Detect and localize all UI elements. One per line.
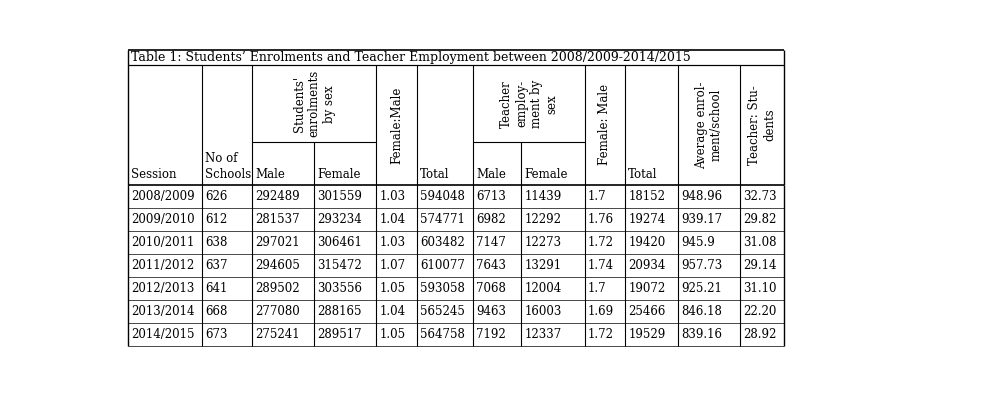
- Text: 1.7: 1.7: [588, 282, 607, 295]
- Text: 281537: 281537: [256, 213, 300, 226]
- Text: 673: 673: [205, 328, 228, 341]
- Text: 637: 637: [205, 259, 228, 272]
- Text: 29.14: 29.14: [743, 259, 777, 272]
- Text: 1.03: 1.03: [379, 190, 405, 203]
- Text: 6713: 6713: [476, 190, 506, 203]
- Text: Male: Male: [256, 169, 285, 181]
- Text: 13291: 13291: [525, 259, 562, 272]
- Text: 31.10: 31.10: [743, 282, 777, 295]
- Text: 925.21: 925.21: [681, 282, 722, 295]
- Text: 2013/2014: 2013/2014: [131, 305, 195, 318]
- Text: 2010/2011: 2010/2011: [131, 236, 195, 249]
- Text: 564758: 564758: [419, 328, 465, 341]
- Text: 1.05: 1.05: [379, 328, 405, 341]
- Text: 945.9: 945.9: [681, 236, 715, 249]
- Text: Students'
enrolments
by sex: Students' enrolments by sex: [293, 70, 336, 137]
- Text: 297021: 297021: [256, 236, 300, 249]
- Text: 12273: 12273: [525, 236, 562, 249]
- Text: 7192: 7192: [476, 328, 506, 341]
- Text: 306461: 306461: [318, 236, 363, 249]
- Text: 294605: 294605: [256, 259, 301, 272]
- Text: Table 1: Students’ Enrolments and Teacher Employment between 2008/2009-2014/2015: Table 1: Students’ Enrolments and Teache…: [131, 51, 691, 64]
- Text: Female: Male: Female: Male: [599, 84, 612, 166]
- Text: 1.03: 1.03: [379, 236, 405, 249]
- Text: 603482: 603482: [419, 236, 464, 249]
- Text: 301559: 301559: [318, 190, 363, 203]
- Text: Teacher: Stu-
dents: Teacher: Stu- dents: [748, 85, 776, 165]
- Text: 1.07: 1.07: [379, 259, 405, 272]
- Text: 277080: 277080: [256, 305, 300, 318]
- Text: 1.69: 1.69: [588, 305, 615, 318]
- Text: 28.92: 28.92: [743, 328, 776, 341]
- Text: 292489: 292489: [256, 190, 300, 203]
- Text: 12292: 12292: [525, 213, 562, 226]
- Text: 19420: 19420: [628, 236, 665, 249]
- Text: Total: Total: [419, 169, 449, 181]
- Text: 9463: 9463: [476, 305, 506, 318]
- Text: 641: 641: [205, 282, 227, 295]
- Text: 957.73: 957.73: [681, 259, 722, 272]
- Text: 7068: 7068: [476, 282, 506, 295]
- Text: 610077: 610077: [419, 259, 465, 272]
- Text: No of
Schools: No of Schools: [205, 152, 251, 181]
- Text: Total: Total: [628, 169, 657, 181]
- Text: 303556: 303556: [318, 282, 363, 295]
- Text: 1.05: 1.05: [379, 282, 405, 295]
- Text: Female: Female: [318, 169, 361, 181]
- Text: 594048: 594048: [419, 190, 465, 203]
- Text: 1.74: 1.74: [588, 259, 615, 272]
- Text: 16003: 16003: [525, 305, 562, 318]
- Text: Female:Male: Female:Male: [390, 86, 403, 164]
- Text: 25466: 25466: [628, 305, 665, 318]
- Text: 2011/2012: 2011/2012: [131, 259, 195, 272]
- Text: 6982: 6982: [476, 213, 506, 226]
- Text: 612: 612: [205, 213, 227, 226]
- Text: 31.08: 31.08: [743, 236, 777, 249]
- Text: 1.72: 1.72: [588, 328, 614, 341]
- Text: 315472: 315472: [318, 259, 363, 272]
- Text: Male: Male: [476, 169, 506, 181]
- Text: Female: Female: [525, 169, 568, 181]
- Text: 2009/2010: 2009/2010: [131, 213, 195, 226]
- Text: 22.20: 22.20: [743, 305, 776, 318]
- Text: Teacher
employ-
ment by
sex: Teacher employ- ment by sex: [500, 80, 558, 128]
- Text: 289517: 289517: [318, 328, 363, 341]
- Text: 2008/2009: 2008/2009: [131, 190, 195, 203]
- Text: 948.96: 948.96: [681, 190, 722, 203]
- Text: 19529: 19529: [628, 328, 665, 341]
- Text: 32.73: 32.73: [743, 190, 777, 203]
- Text: 12004: 12004: [525, 282, 562, 295]
- Text: 11439: 11439: [525, 190, 562, 203]
- Text: 846.18: 846.18: [681, 305, 722, 318]
- Text: 19072: 19072: [628, 282, 665, 295]
- Text: 1.76: 1.76: [588, 213, 615, 226]
- Text: 29.82: 29.82: [743, 213, 776, 226]
- Text: 20934: 20934: [628, 259, 665, 272]
- Text: 1.72: 1.72: [588, 236, 614, 249]
- Text: Average enrol-
ment/school: Average enrol- ment/school: [695, 81, 723, 169]
- Text: 7643: 7643: [476, 259, 506, 272]
- Text: 18152: 18152: [628, 190, 665, 203]
- Text: 939.17: 939.17: [681, 213, 722, 226]
- Text: Session: Session: [131, 169, 177, 181]
- Text: 275241: 275241: [256, 328, 300, 341]
- Text: 2012/2013: 2012/2013: [131, 282, 195, 295]
- Text: 626: 626: [205, 190, 227, 203]
- Text: 565245: 565245: [419, 305, 465, 318]
- Text: 289502: 289502: [256, 282, 300, 295]
- Text: 19274: 19274: [628, 213, 665, 226]
- Text: 668: 668: [205, 305, 227, 318]
- Text: 7147: 7147: [476, 236, 506, 249]
- Text: 288165: 288165: [318, 305, 362, 318]
- Text: 1.7: 1.7: [588, 190, 607, 203]
- Text: 2014/2015: 2014/2015: [131, 328, 195, 341]
- Text: 593058: 593058: [419, 282, 465, 295]
- Text: 638: 638: [205, 236, 227, 249]
- Text: 12337: 12337: [525, 328, 562, 341]
- Text: 293234: 293234: [318, 213, 363, 226]
- Text: 1.04: 1.04: [379, 213, 405, 226]
- Text: 574771: 574771: [419, 213, 465, 226]
- Text: 839.16: 839.16: [681, 328, 722, 341]
- Text: 1.04: 1.04: [379, 305, 405, 318]
